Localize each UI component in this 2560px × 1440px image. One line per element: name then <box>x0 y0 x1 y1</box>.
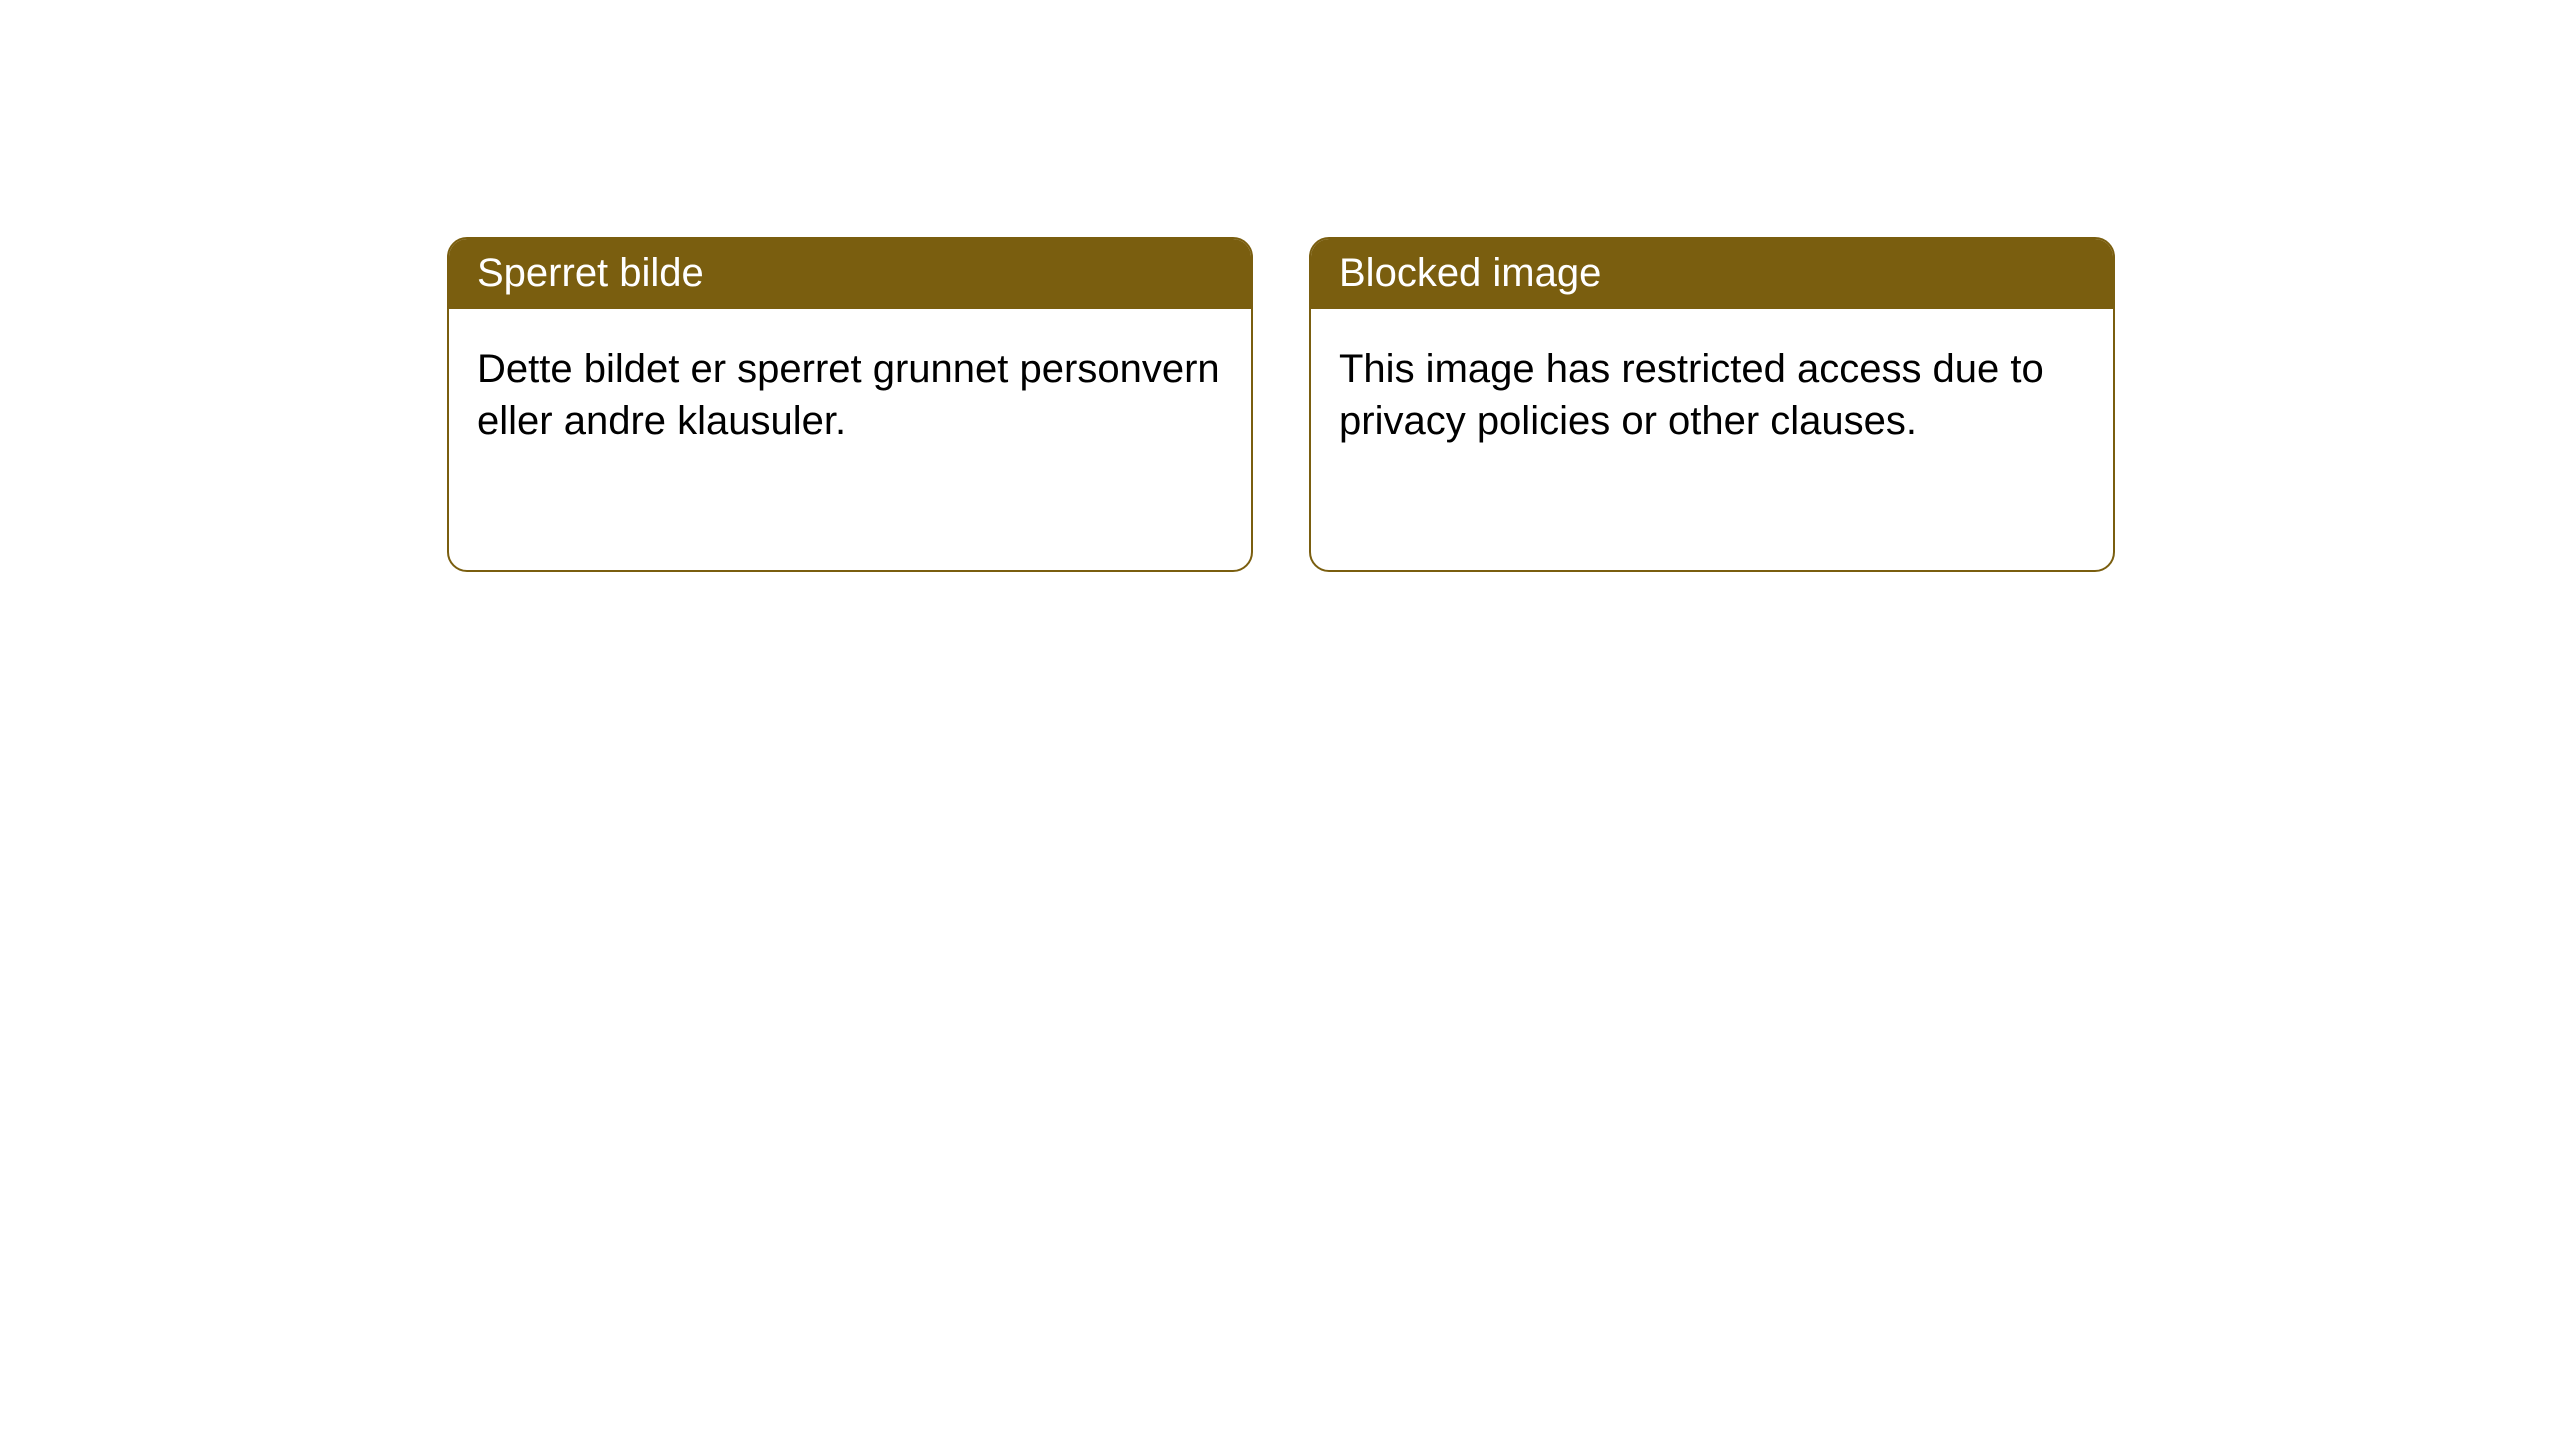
notice-message: This image has restricted access due to … <box>1339 347 2044 443</box>
notice-header: Sperret bilde <box>449 239 1251 309</box>
notice-container: Sperret bilde Dette bildet er sperret gr… <box>0 0 2560 572</box>
notice-title: Sperret bilde <box>477 251 704 295</box>
notice-body: This image has restricted access due to … <box>1311 309 2113 481</box>
notice-card-english: Blocked image This image has restricted … <box>1309 237 2115 572</box>
notice-header: Blocked image <box>1311 239 2113 309</box>
notice-card-norwegian: Sperret bilde Dette bildet er sperret gr… <box>447 237 1253 572</box>
notice-title: Blocked image <box>1339 251 1601 295</box>
notice-message: Dette bildet er sperret grunnet personve… <box>477 347 1220 443</box>
notice-body: Dette bildet er sperret grunnet personve… <box>449 309 1251 481</box>
